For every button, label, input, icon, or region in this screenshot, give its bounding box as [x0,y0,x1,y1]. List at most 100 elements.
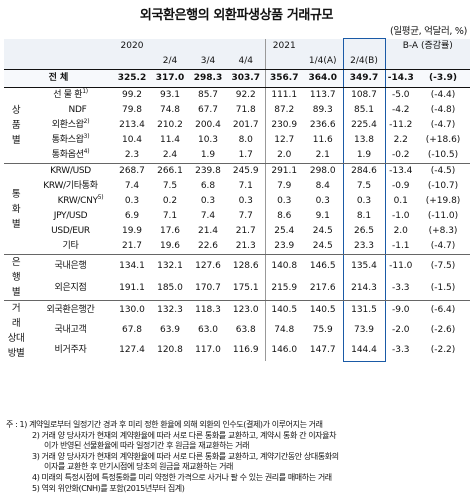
cell: 127.4 [119,345,145,356]
table-row: KRW/CNY5) 0.3 0.2 0.3 0.3 0.3 0.3 0.3 0.1 (+19.8) [4,194,470,209]
cell: 215.9 [265,277,303,301]
cell: 185.0 [151,277,189,301]
page-title: 외국환은행의 외환파생상품 거래규모 [139,8,334,23]
cell: 2.0 [393,226,408,236]
cell: (-4.4) [430,90,456,100]
cell: 144.4 [342,340,386,362]
cell: 135.4 [342,254,386,278]
cell: 10.4 [121,135,143,145]
cell: 0.3 [124,196,140,206]
table-row: 외환스왑2) 213.4 210.2 200.4 201.7 230.9 236.6 225.… [4,118,470,133]
cell: 25.4 [274,226,295,236]
row-label: KRW/CNY5) [57,194,104,207]
cell: 63.0 [197,325,219,336]
cell: 128.6 [227,254,266,278]
cell: -13.4 [389,166,413,176]
table-row: KRW/기타통화 7.4 7.5 6.8 7.1 7.9 8.4 7.5 -0.9 (-10.7) [4,179,470,194]
cell: 23.3 [342,239,386,255]
cell: 24.5 [312,226,333,236]
cell: 21.3 [227,239,266,255]
cell: 146.0 [271,345,298,356]
cell: 89.3 [312,105,333,115]
cell: (-3.9) [419,69,471,88]
cell: 75.9 [312,325,333,336]
cell: (-4.8) [430,105,456,115]
cell: 123.0 [227,300,266,321]
footnote: 5) 역외 위안화(CNH)를 포함(2015년부터 집계) [32,483,185,493]
group-label: 거 래 상대 방별 [7,303,25,359]
cell: 266.1 [157,166,183,176]
cell: 1.9 [189,148,227,164]
cell: 79.8 [121,105,143,115]
row-label: 전 체 [4,69,113,88]
cell: 0.1 [393,196,408,206]
cell: 298.0 [309,166,336,176]
cell: 127.6 [195,260,221,271]
cell: 7.4 [200,211,216,221]
header-q: 3/4 [189,54,227,70]
cell: 118.3 [195,305,221,316]
cell: 85.7 [197,90,219,100]
cell: -0.9 [391,181,410,191]
table-row: 통화스왑3) 10.4 11.4 10.3 8.0 12.7 11.6 13.8 2.2 (+18… [4,133,470,148]
cell: 7.5 [162,181,178,191]
cell: 24.5 [303,239,343,255]
row-label: KRW/기타통화 [43,181,98,191]
cell: 26.5 [342,224,386,239]
cell: 11.6 [312,135,333,145]
cell: 210.2 [157,120,183,130]
cell: 140.8 [271,260,298,271]
cell: 0.3 [342,194,386,209]
cell: 356.7 [265,69,303,88]
cell: 87.2 [274,105,295,115]
cell: 6.8 [200,181,216,191]
table-row: 비거주자 127.4 120.8 117.0 116.9 146.0 147.7 144.4-… [4,340,470,362]
cell: 364.0 [303,69,343,88]
cell: 21.4 [197,226,219,236]
cell: 2.0 [265,148,303,164]
footnote: 3) 거래 양 당사자가 현재의 계약환율에 따라 서로 다른 통화를 교환하고… [32,451,339,461]
cell: 170.7 [189,277,227,301]
header-2020: 2020 [113,38,151,54]
cell: 7.5 [342,179,386,194]
row-label: 선 물 환1) [53,88,88,101]
cell: 284.6 [342,163,386,179]
fx-derivatives-table: 2020 2021 B-A (증감률) 2/4 3/4 4/4 1/4(A) 2… [4,38,471,362]
footnote: 4) 미래의 특정시점에 특정통화를 미리 약정한 가격으로 사거나 팔 수 있… [32,472,332,482]
table-row: 거 래 상대 방별 외국환은행간 130.0 132.3 118.3 123.0 140.5 140… [4,300,470,359]
cell: 2.3 [113,148,151,164]
cell: -0.2 [385,148,419,164]
cell: 74.8 [274,325,295,336]
cell: 6.9 [124,211,140,221]
row-label: 통화옵션4) [28,148,113,164]
cell: 1.7 [227,148,266,164]
footnote: 주 : 1) 계약일로부터 일정기간 경과 후 미리 정한 환율에 의해 외환의… [6,420,323,429]
cell: 2.4 [151,148,189,164]
cell: 236.6 [309,120,336,130]
cell: 245.9 [227,163,266,179]
cell: 19.9 [121,226,143,236]
cell: 134.1 [119,260,145,271]
table-row: 기타 21.7 19.6 22.6 21.3 23.9 24.5 23.3 -1.1 (-4.7) [4,239,471,255]
footnote: 2) 거래 양 당사자가 현재의 계약환율에 따라 서로 다른 통화를 교환하고… [32,430,337,440]
cell: 131.5 [342,300,386,321]
cell: (-10.5) [419,148,471,164]
row-label: 국내고객 [54,325,87,336]
cell: 9.1 [315,211,330,221]
footnote: 이가 반영된 선물환율에 따라 일정기간 후 원금을 재교환하는 거래 [44,441,250,451]
header-row-quarters: 2/4 3/4 4/4 1/4(A) 2/4(B) [4,54,471,70]
cell: 225.4 [342,118,386,133]
cell: 303.7 [227,69,266,88]
cell: 191.1 [113,277,151,301]
cell: 0.3 [200,196,216,206]
cell: (-6.4) [430,305,456,316]
cell: 239.8 [195,166,221,176]
cell: 0.3 [315,196,330,206]
row-label: USD/EUR [51,226,90,236]
cell: (+18.6) [425,135,461,145]
cell: 1.9 [342,148,386,164]
cell: -1.1 [385,239,419,255]
